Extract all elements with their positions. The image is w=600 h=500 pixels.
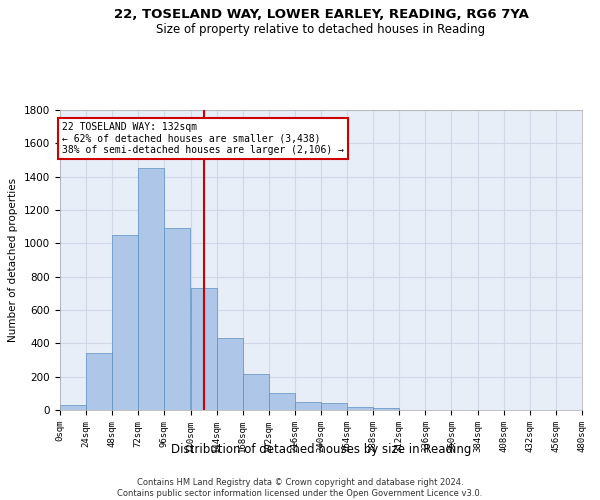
Bar [269,394,295,410]
Text: 22 TOSELAND WAY: 132sqm
← 62% of detached houses are smaller (3,438)
38% of semi: 22 TOSELAND WAY: 132sqm ← 62% of detache… [62,122,344,155]
Bar [347,406,373,410]
Bar [191,288,217,410]
Bar [321,404,347,410]
Bar [295,402,321,410]
Bar [164,228,190,410]
Bar [86,354,112,410]
Bar [242,374,269,410]
Bar [373,408,400,410]
Text: Distribution of detached houses by size in Reading: Distribution of detached houses by size … [171,442,471,456]
Bar [217,338,242,410]
Bar [112,235,138,410]
Text: Size of property relative to detached houses in Reading: Size of property relative to detached ho… [157,22,485,36]
Y-axis label: Number of detached properties: Number of detached properties [8,178,19,342]
Text: Contains HM Land Registry data © Crown copyright and database right 2024.
Contai: Contains HM Land Registry data © Crown c… [118,478,482,498]
Bar [139,168,164,410]
Text: 22, TOSELAND WAY, LOWER EARLEY, READING, RG6 7YA: 22, TOSELAND WAY, LOWER EARLEY, READING,… [113,8,529,20]
Bar [60,405,86,410]
